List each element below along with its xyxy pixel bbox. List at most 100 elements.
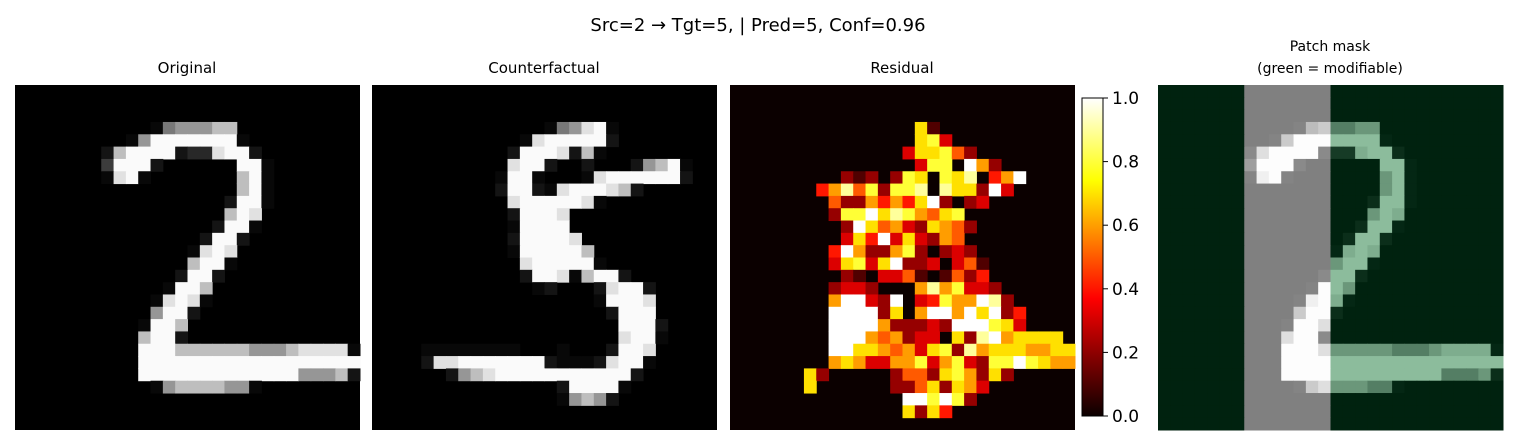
heatmap-cell	[841, 171, 854, 184]
pixel	[545, 134, 558, 147]
pixel	[188, 258, 201, 271]
pixel	[348, 368, 361, 381]
mask-cell-modifiable	[1491, 171, 1504, 184]
pixel	[557, 233, 570, 246]
pixel	[151, 331, 164, 344]
heatmap-cell	[866, 221, 879, 234]
mask-cell-modifiable	[1170, 184, 1183, 197]
mask-cell-fixed	[1318, 233, 1331, 246]
mask-cell-modifiable	[1355, 307, 1368, 320]
mask-cell-modifiable	[1466, 344, 1479, 357]
heatmap-cell	[866, 294, 879, 307]
heatmap-cell	[976, 196, 989, 209]
pixel	[557, 270, 570, 283]
pixel	[655, 171, 668, 184]
mask-cell-modifiable	[1441, 393, 1454, 406]
mask-cell-modifiable	[1454, 418, 1467, 431]
mask-cell-modifiable	[1380, 122, 1393, 135]
pixel	[594, 270, 607, 283]
mask-cell-modifiable	[1355, 319, 1368, 332]
heatmap-cell	[927, 122, 940, 135]
mask-cell-modifiable	[1417, 405, 1430, 418]
heatmap-cell	[866, 344, 879, 357]
pixel	[114, 147, 127, 160]
heatmap-cell	[890, 208, 903, 221]
mask-cell-modifiable	[1478, 331, 1491, 344]
mask-cell-modifiable	[1195, 159, 1208, 172]
mask-cell-fixed	[1318, 110, 1331, 123]
heatmap-cell	[903, 245, 916, 258]
pixel	[237, 208, 250, 221]
mask-cell-modifiable	[1417, 381, 1430, 394]
mask-cell-modifiable	[1195, 196, 1208, 209]
mask-cell-modifiable	[1404, 319, 1417, 332]
mask-cell-modifiable	[1343, 258, 1356, 271]
mask-cell-modifiable	[1491, 97, 1504, 110]
mask-cell-modifiable	[1232, 418, 1245, 431]
mask-cell-modifiable	[1392, 307, 1405, 320]
mask-cell-modifiable	[1183, 221, 1196, 234]
mask-cell-modifiable	[1441, 221, 1454, 234]
mask-cell-modifiable	[1355, 171, 1368, 184]
mask-cell-modifiable	[1429, 258, 1442, 271]
mask-cell-modifiable	[1404, 233, 1417, 246]
pixel	[508, 147, 521, 160]
heatmap-cell	[964, 282, 977, 295]
pixel	[249, 184, 262, 197]
pixel	[520, 356, 533, 369]
pixel	[618, 344, 631, 357]
heatmap-cell	[1038, 344, 1051, 357]
pixel	[557, 221, 570, 234]
mask-cell-modifiable	[1355, 208, 1368, 221]
mask-cell-modifiable	[1417, 282, 1430, 295]
mask-cell-modifiable	[1207, 184, 1220, 197]
mask-cell-modifiable	[1478, 208, 1491, 221]
heatmap-cell	[964, 147, 977, 160]
mask-cell-modifiable	[1183, 282, 1196, 295]
heatmap-cell	[1013, 344, 1026, 357]
pixel	[163, 368, 176, 381]
mask-cell-fixed	[1281, 208, 1294, 221]
pixel	[200, 344, 213, 357]
pixel	[212, 381, 225, 394]
mask-cell-modifiable	[1380, 208, 1393, 221]
heatmap-cell	[952, 294, 965, 307]
mask-cell-modifiable	[1404, 270, 1417, 283]
mask-cell-modifiable	[1343, 134, 1356, 147]
mask-cell-fixed	[1306, 196, 1319, 209]
pixel	[520, 221, 533, 234]
heatmap-cell	[939, 294, 952, 307]
heatmap-cell	[841, 294, 854, 307]
heatmap-cell	[829, 184, 842, 197]
mask-cell-modifiable	[1491, 307, 1504, 320]
pixel	[668, 159, 681, 172]
mask-cell-modifiable	[1429, 196, 1442, 209]
pixel	[581, 356, 594, 369]
pixel	[446, 344, 459, 357]
mask-cell-modifiable	[1170, 221, 1183, 234]
mask-cell-modifiable	[1417, 270, 1430, 283]
heatmap-cell	[890, 245, 903, 258]
mask-cell-modifiable	[1454, 233, 1467, 246]
mask-cell-modifiable	[1232, 184, 1245, 197]
mask-cell-modifiable	[1478, 356, 1491, 369]
pixel	[175, 147, 188, 160]
pixel	[520, 159, 533, 172]
mask-cell-fixed	[1281, 368, 1294, 381]
mask-cell-modifiable	[1441, 147, 1454, 160]
pixel	[508, 368, 521, 381]
mask-cell-modifiable	[1478, 97, 1491, 110]
mask-cell-modifiable	[1466, 171, 1479, 184]
pixel	[286, 368, 299, 381]
mask-cell-modifiable	[1466, 196, 1479, 209]
mask-cell-modifiable	[1355, 122, 1368, 135]
mask-cell-modifiable	[1404, 282, 1417, 295]
heatmap-cell	[939, 270, 952, 283]
pixel	[261, 356, 274, 369]
heatmap-cell	[952, 319, 965, 332]
mask-cell-fixed	[1269, 418, 1282, 431]
mask-cell-modifiable	[1466, 97, 1479, 110]
pixel	[224, 368, 237, 381]
pixel	[212, 344, 225, 357]
mask-cell-modifiable	[1441, 184, 1454, 197]
